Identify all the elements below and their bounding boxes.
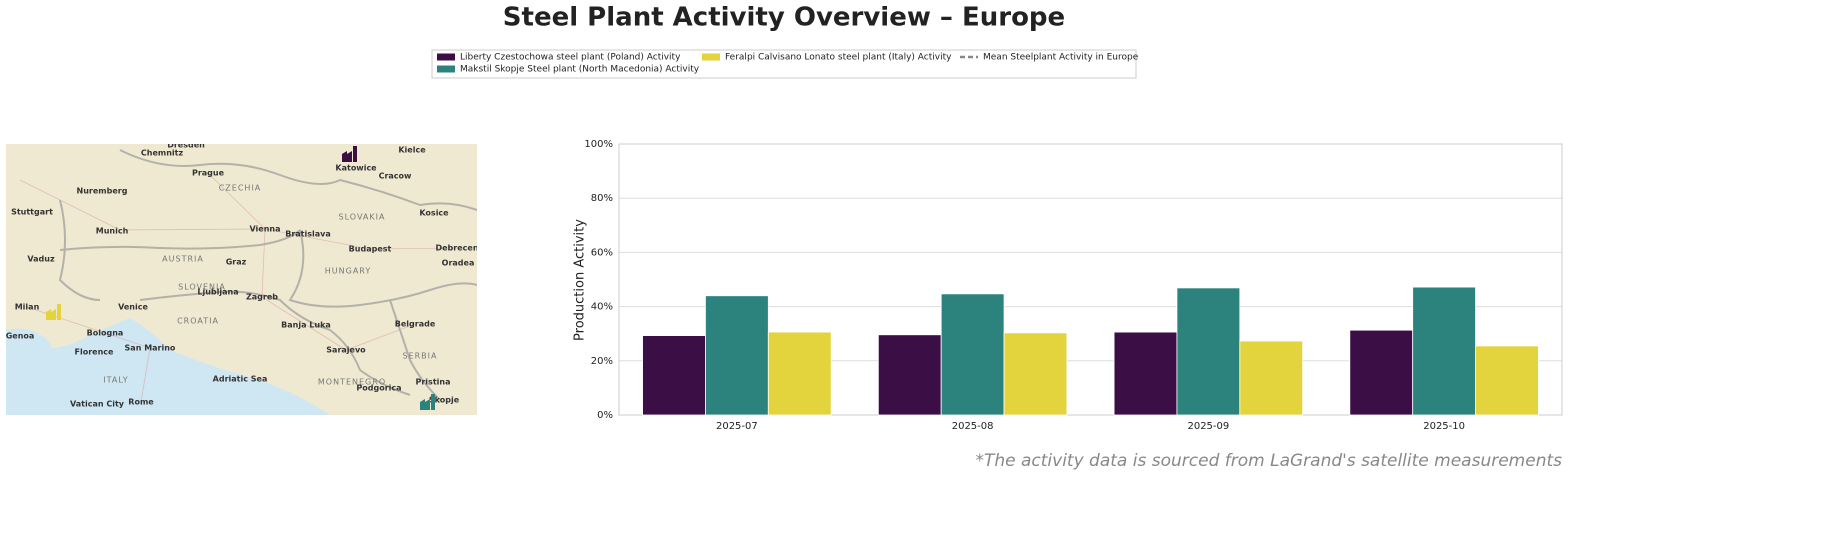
map-label: Bratislava: [285, 230, 331, 239]
map-label: Sarajevo: [326, 346, 366, 355]
bar: [1113, 331, 1178, 416]
bar: [767, 331, 832, 416]
x-tick-label: 2025-10: [1423, 421, 1465, 432]
bar: [1239, 340, 1304, 416]
map-label: Graz: [226, 258, 247, 267]
bar: [877, 334, 942, 416]
map-label: Katowice: [335, 164, 377, 173]
map-label: ITALY: [103, 376, 128, 385]
map-label: Banja Luka: [281, 321, 331, 330]
y-tick-label: 60%: [591, 247, 613, 258]
map-sea: [6, 328, 52, 373]
legend-label: Makstil Skopje Steel plant (North Macedo…: [460, 65, 700, 75]
map-label: Cracow: [379, 172, 412, 181]
map-label: Venice: [118, 303, 148, 312]
map-label: AUSTRIA: [162, 255, 204, 264]
y-tick-label: 0%: [597, 410, 613, 421]
map-label: Chemnitz: [141, 149, 184, 158]
bar: [1412, 286, 1476, 416]
map-label: Belgrade: [395, 320, 436, 329]
map-label: Adriatic Sea: [213, 375, 268, 384]
plant-shape: [342, 146, 357, 162]
bar: [1003, 332, 1068, 416]
bar: [1349, 329, 1414, 416]
x-tick-label: 2025-08: [952, 421, 994, 432]
map-label: Florence: [75, 348, 115, 357]
map-label: Genoa: [6, 332, 35, 341]
map-label: CROATIA: [177, 317, 219, 326]
y-tick-label: 80%: [591, 193, 613, 204]
map-label: Kielce: [398, 146, 426, 155]
map-label: SLOVAKIA: [339, 213, 386, 222]
legend-box: [431, 49, 1137, 79]
map-label: Prague: [192, 169, 225, 178]
map-label: SERBIA: [402, 352, 437, 361]
map-label: Stuttgart: [11, 208, 53, 217]
map-label: CZECHIA: [219, 184, 262, 193]
y-tick-label: 20%: [591, 356, 613, 367]
x-tick-label: 2025-07: [716, 421, 758, 432]
bar: [1176, 287, 1241, 416]
x-tick-label: 2025-09: [1187, 421, 1229, 432]
legend-swatch: [702, 53, 720, 61]
map-label: Podgorica: [356, 384, 401, 393]
map-label: Zagreb: [246, 293, 278, 302]
map-label: Debrecen: [435, 244, 478, 253]
map-roads: [19, 172, 458, 403]
map-label: Vienna: [249, 225, 280, 234]
map-label: Bologna: [87, 329, 124, 338]
y-tick-label: 100%: [584, 139, 613, 150]
footnote: *The activity data is sourced from LaGra…: [975, 451, 1562, 471]
map-label: Nuremberg: [77, 187, 128, 196]
map-label: Oradea: [442, 259, 475, 268]
map-label: Vaduz: [27, 255, 55, 264]
map-label: San Marino: [125, 344, 176, 353]
map-label: Vatican City: [70, 400, 125, 409]
map-label: Ljubljana: [197, 288, 238, 297]
map-label: SLOVENIA: [178, 283, 226, 292]
map-label: Munich: [96, 227, 129, 236]
map-label: Rome: [128, 398, 154, 407]
plot-frame: [618, 143, 1563, 416]
map-label: Milan: [15, 303, 40, 312]
y-tick-label: 40%: [591, 302, 613, 313]
legend-label: Liberty Czestochowa steel plant (Poland)…: [460, 53, 681, 63]
bar: [642, 335, 706, 416]
plant-shape: [420, 394, 435, 410]
plant-icon: [420, 394, 435, 410]
map-label: Pristina: [416, 378, 451, 387]
legend-swatch: [437, 65, 455, 73]
bar: [1475, 345, 1539, 416]
bar: [705, 295, 769, 416]
bar: [940, 293, 1005, 416]
map-borders: [58, 149, 477, 401]
map-label: Kosice: [419, 209, 449, 218]
legend-label: Mean Steelplant Activity in Europe: [983, 53, 1139, 63]
plant-icon: [342, 146, 357, 162]
map-label: Dresden: [167, 141, 205, 150]
y-axis-label: Production Activity: [573, 219, 588, 341]
legend-swatch: [437, 53, 455, 61]
plant-shape: [46, 304, 61, 320]
map-label: HUNGARY: [325, 267, 371, 276]
map-label: Skopje: [429, 396, 460, 405]
plant-icon: [46, 304, 61, 320]
legend-label: Feralpi Calvisano Lonato steel plant (It…: [725, 53, 952, 63]
map-label: Budapest: [349, 245, 392, 254]
map-label: MONTENEGRO: [318, 378, 386, 387]
map-sea: [6, 318, 330, 415]
title: Steel Plant Activity Overview – Europe: [503, 3, 1065, 33]
